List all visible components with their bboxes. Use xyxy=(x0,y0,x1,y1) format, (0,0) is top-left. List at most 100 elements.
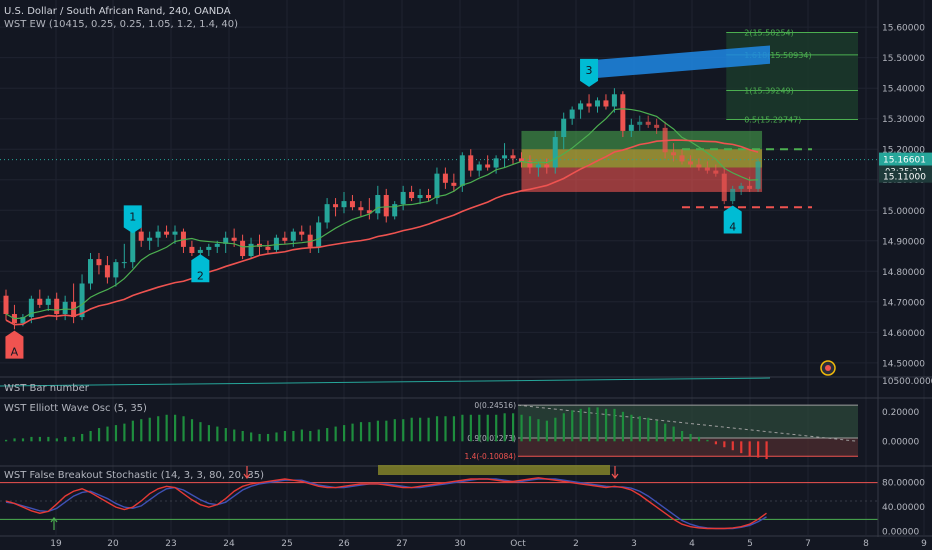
oscillator-bar xyxy=(182,416,185,442)
candle-body xyxy=(628,124,634,131)
candle xyxy=(155,225,161,247)
candle xyxy=(544,158,550,174)
breakout-up-arrow xyxy=(50,517,58,530)
candle-body xyxy=(620,94,626,131)
time-tick-label: Oct xyxy=(510,539,526,549)
candle-body xyxy=(417,195,423,199)
oscillator-bar xyxy=(368,422,371,442)
oscillator-bar xyxy=(241,431,244,442)
candle xyxy=(341,191,347,214)
candle-body xyxy=(459,155,465,186)
price-tick-label: 15.40000 xyxy=(882,85,925,95)
candle-body xyxy=(679,155,685,162)
candle-body xyxy=(273,237,279,250)
oscillator-bar xyxy=(486,414,489,442)
stochastic-tick: 0.00000 xyxy=(882,528,919,538)
oscillator-bar xyxy=(55,438,58,442)
candle-body xyxy=(366,210,372,214)
candle-body xyxy=(164,231,170,235)
oscillator-bar xyxy=(579,408,582,442)
oscillator-bar xyxy=(97,428,101,442)
fast-moving-average xyxy=(5,108,759,320)
oscillator-bar xyxy=(47,436,50,442)
candle xyxy=(485,155,491,171)
candle xyxy=(223,231,229,253)
candle xyxy=(730,185,736,205)
candle-body xyxy=(121,262,127,264)
candle-body xyxy=(155,231,161,238)
oscillator-bar xyxy=(706,439,709,442)
candle xyxy=(713,164,719,177)
oscillator-bar xyxy=(233,429,236,442)
candle xyxy=(164,225,170,238)
oscillator-bar xyxy=(571,410,574,442)
oscillator-bar xyxy=(528,416,532,442)
candle-body xyxy=(704,167,710,171)
oscillator-bar xyxy=(224,428,227,442)
candle xyxy=(696,158,702,171)
candle-body xyxy=(189,246,195,253)
candle-body xyxy=(586,103,592,107)
bar-number-line xyxy=(0,377,771,387)
candle-body xyxy=(569,109,575,119)
price-tick-label: 15.00000 xyxy=(882,207,925,217)
oscillator-bar xyxy=(292,431,295,442)
candle xyxy=(637,115,643,131)
candle xyxy=(104,256,110,284)
candle xyxy=(206,243,212,257)
oscillator-bar xyxy=(334,426,337,442)
oscillator-bar xyxy=(309,431,312,442)
projection-zone-green xyxy=(521,130,763,150)
candle xyxy=(569,106,575,125)
candle xyxy=(535,161,541,177)
candle xyxy=(518,152,524,168)
candle xyxy=(113,259,119,287)
oscillator-bar xyxy=(647,417,650,442)
candle-body xyxy=(687,161,693,165)
oscillator-bar xyxy=(13,438,16,442)
candle-body xyxy=(578,103,584,110)
candle-body xyxy=(316,222,322,247)
candle xyxy=(721,167,727,205)
candle xyxy=(620,91,626,138)
oscillator-bar xyxy=(596,407,599,442)
oscillator-bar xyxy=(419,417,422,442)
oscillator-zone-upper xyxy=(518,405,858,438)
candle-body xyxy=(79,283,85,318)
candle xyxy=(333,198,339,217)
oscillator-bar xyxy=(697,436,701,442)
oscillator-bar xyxy=(81,433,84,442)
candle xyxy=(552,130,558,174)
oscillator-level-label: 0(0.24516) xyxy=(474,401,516,410)
price-tick-label: 14.70000 xyxy=(882,298,925,308)
candle-body xyxy=(426,195,431,199)
oscillator-bar xyxy=(621,411,625,442)
candle-body xyxy=(214,243,220,247)
current-price-value: 15.16601 xyxy=(883,156,926,166)
grid xyxy=(0,0,932,535)
oscillator-bar xyxy=(689,433,692,442)
oscillator-bar xyxy=(106,426,109,442)
candle xyxy=(578,100,584,119)
candle xyxy=(510,149,516,165)
oscillator-bar xyxy=(359,422,363,442)
candle-body xyxy=(485,164,491,168)
oscillator-bar xyxy=(714,441,717,445)
candle xyxy=(704,161,710,174)
oscillator-bar xyxy=(444,416,447,442)
candle-body xyxy=(409,191,415,199)
time-tick-label: 4 xyxy=(689,539,695,549)
candle-body xyxy=(45,298,51,305)
candle-body xyxy=(223,237,229,244)
wave-label-text: 2 xyxy=(197,269,204,282)
oscillator-bar xyxy=(216,426,219,442)
oscillator-bar xyxy=(5,439,8,442)
oscillator-bar xyxy=(681,431,684,442)
candle-body xyxy=(561,118,567,138)
time-tick-label: 24 xyxy=(223,539,235,549)
candle-body xyxy=(358,207,364,211)
overlays: A 1 2 3 4 xyxy=(5,58,836,376)
oscillator-bar xyxy=(343,425,346,442)
candle-body xyxy=(383,195,389,217)
candle xyxy=(88,252,93,290)
